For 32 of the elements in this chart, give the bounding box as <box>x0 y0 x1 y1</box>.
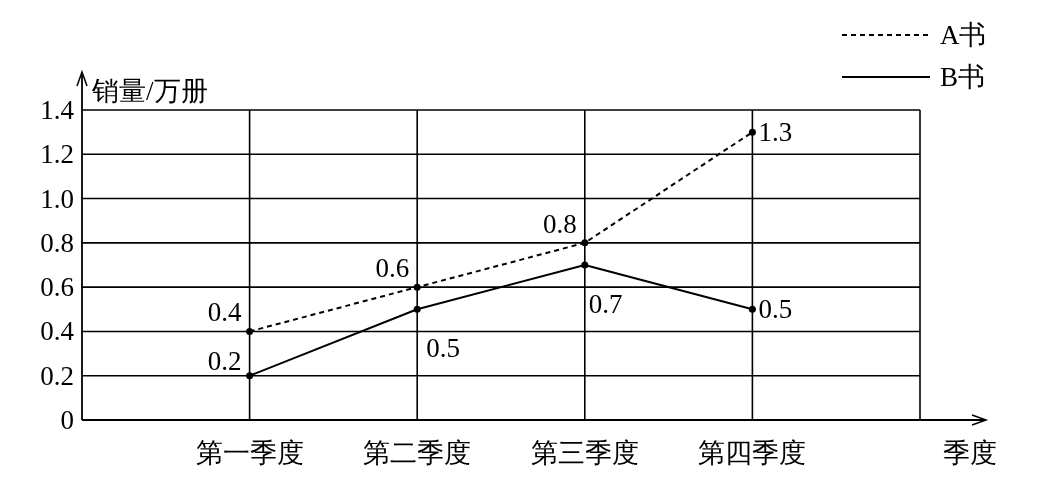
x-tick-label: 第四季度 <box>698 438 807 468</box>
data-label: 0.5 <box>426 333 460 364</box>
point <box>748 128 756 136</box>
y-tick-label: 0.8 <box>40 227 74 258</box>
data-label: 1.3 <box>758 117 793 148</box>
point <box>413 283 421 291</box>
x-tick-label: 第三季度 <box>530 438 639 468</box>
point <box>246 372 254 380</box>
y-tick-label: 0 <box>60 405 74 435</box>
data-label: 0.6 <box>375 253 410 284</box>
y-tick-label: 1.4 <box>40 95 75 125</box>
y-tick-label: 0.2 <box>40 360 74 391</box>
x-tick-label: 第二季度 <box>363 438 472 468</box>
y-tick-label: 0.6 <box>40 272 74 303</box>
x-axis-title: 季度 <box>943 438 997 468</box>
x-tick-label: 第一季度 <box>195 438 304 468</box>
y-axis-title: 销量/万册 <box>91 76 208 106</box>
data-label: 0.4 <box>207 297 243 328</box>
data-label: 0.8 <box>543 208 577 239</box>
point <box>413 305 421 313</box>
point <box>581 261 589 269</box>
data-label: 0.7 <box>588 289 623 320</box>
data-label: 0.5 <box>758 294 793 325</box>
legend-label: A书 <box>940 20 987 50</box>
point <box>246 327 254 335</box>
legend-label: B书 <box>940 62 986 92</box>
y-tick-label: 1.2 <box>40 139 74 170</box>
point <box>748 305 756 313</box>
data-label: 0.2 <box>207 345 242 376</box>
y-tick-label: 0.4 <box>40 316 75 347</box>
point <box>581 239 589 247</box>
y-tick-label: 1.0 <box>40 183 74 214</box>
